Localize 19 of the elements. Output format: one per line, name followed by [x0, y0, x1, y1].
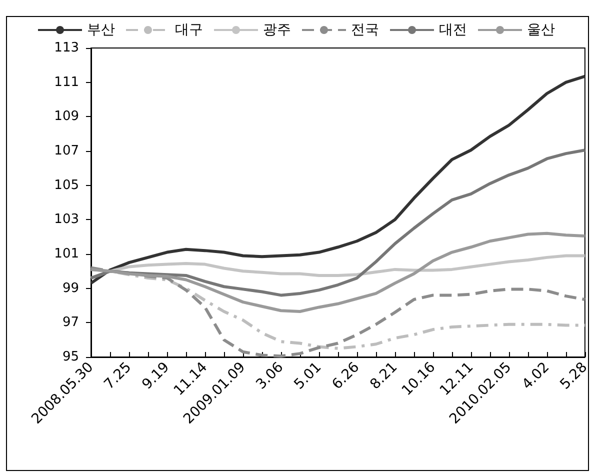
y-tick-label: 97	[62, 315, 79, 330]
legend-label: 울산	[527, 22, 555, 38]
line-series	[90, 232, 586, 314]
line-series	[90, 148, 586, 297]
y-tick-label: 111	[54, 74, 79, 90]
y-tick-label: 109	[54, 109, 79, 124]
y-tick-label: 105	[54, 178, 79, 193]
y-tick-label: 99	[62, 280, 79, 296]
legend-label: 광주	[263, 22, 291, 38]
y-tick-label: 103	[54, 212, 79, 228]
y-tick-label: 95	[62, 350, 79, 364]
y-tick-label: 107	[54, 144, 79, 158]
line-series	[90, 74, 586, 285]
legend-label: 부산	[87, 22, 115, 38]
y-tick-label: 113	[54, 40, 79, 56]
legend-label: 전국	[351, 22, 379, 38]
y-tick-label: 101	[54, 246, 79, 262]
legend-label: 대구	[175, 22, 203, 38]
legend-label: 대전	[439, 22, 467, 38]
